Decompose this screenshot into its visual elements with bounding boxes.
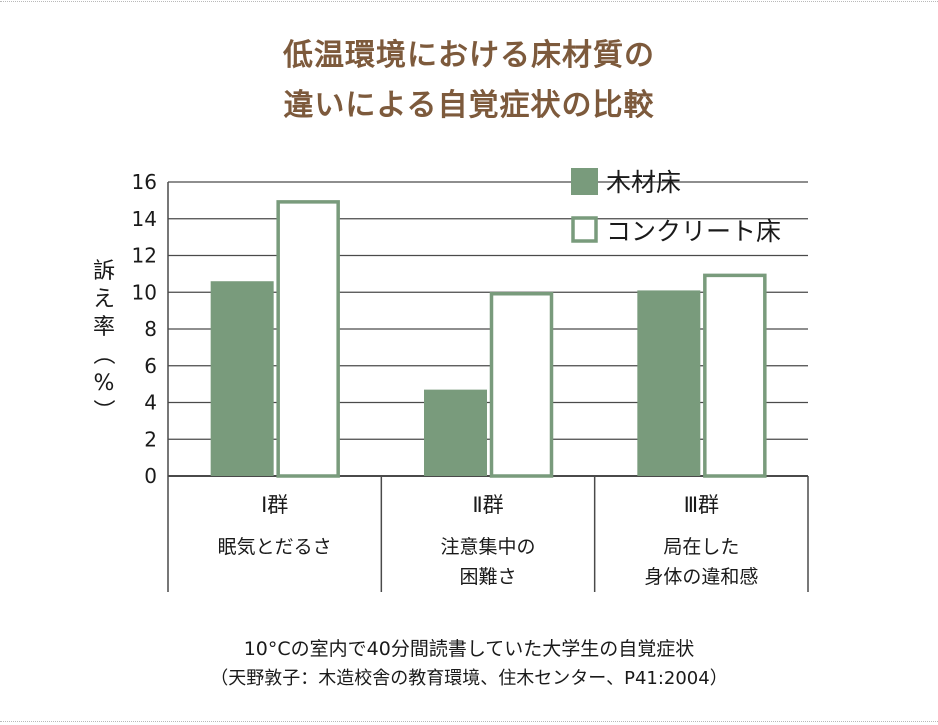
bar-wood-floor bbox=[637, 290, 701, 476]
category-group-label: Ⅰ群 bbox=[261, 493, 288, 517]
category-description: 眠気とだるさ bbox=[218, 536, 332, 558]
legend-label-concrete: コンクリート床 bbox=[606, 217, 781, 246]
y-tick-label: 16 bbox=[132, 170, 157, 194]
y-tick-label: 4 bbox=[144, 391, 157, 415]
y-tick-label: 12 bbox=[132, 244, 157, 268]
y-axis-label-char: % bbox=[94, 371, 115, 396]
legend-swatch-concrete bbox=[571, 216, 598, 243]
category-description: 困難さ bbox=[459, 566, 516, 588]
chart-title-line1: 低温環境における床材質の bbox=[283, 38, 655, 73]
y-tick-label: 6 bbox=[144, 354, 157, 378]
caption: 10°Cの室内で40分間読書していた大学生の自覚症状 bbox=[243, 638, 695, 660]
source-citation: （天野敦子：木造校舎の教育環境、住木センター、P41:2004） bbox=[210, 668, 728, 689]
category-description: 身体の違和感 bbox=[644, 566, 758, 588]
bar-wood-floor bbox=[210, 281, 274, 476]
bar-concrete-floor bbox=[489, 292, 554, 478]
bar-concrete-floor bbox=[276, 200, 340, 478]
y-axis-label-char: 訴 bbox=[93, 259, 115, 284]
bar-concrete-floor bbox=[703, 273, 767, 478]
category-description: 注意集中の bbox=[440, 536, 535, 558]
y-tick-label: 8 bbox=[144, 317, 157, 341]
category-description: 局在した bbox=[663, 536, 739, 558]
legend-swatch-wood bbox=[571, 168, 598, 195]
y-tick-label: 2 bbox=[144, 427, 157, 451]
bottom-dotted-border bbox=[0, 721, 938, 722]
y-axis-label-char: （ bbox=[90, 343, 115, 365]
y-tick-label: 0 bbox=[144, 464, 157, 488]
y-tick-label: 14 bbox=[132, 207, 157, 231]
y-tick-label: 10 bbox=[132, 280, 157, 304]
chart-title-line2: 違いによる自覚症状の比較 bbox=[283, 88, 655, 123]
category-group-label: Ⅲ群 bbox=[684, 493, 719, 517]
bar-wood-floor bbox=[424, 389, 487, 476]
y-axis-label-char: 率 bbox=[93, 315, 115, 340]
legend-label-wood: 木材床 bbox=[606, 168, 681, 197]
top-dotted-border bbox=[0, 1, 938, 2]
category-group-label: Ⅱ群 bbox=[472, 493, 503, 517]
y-axis-label-char: ） bbox=[90, 399, 115, 421]
y-axis-label-char: え bbox=[93, 287, 115, 312]
